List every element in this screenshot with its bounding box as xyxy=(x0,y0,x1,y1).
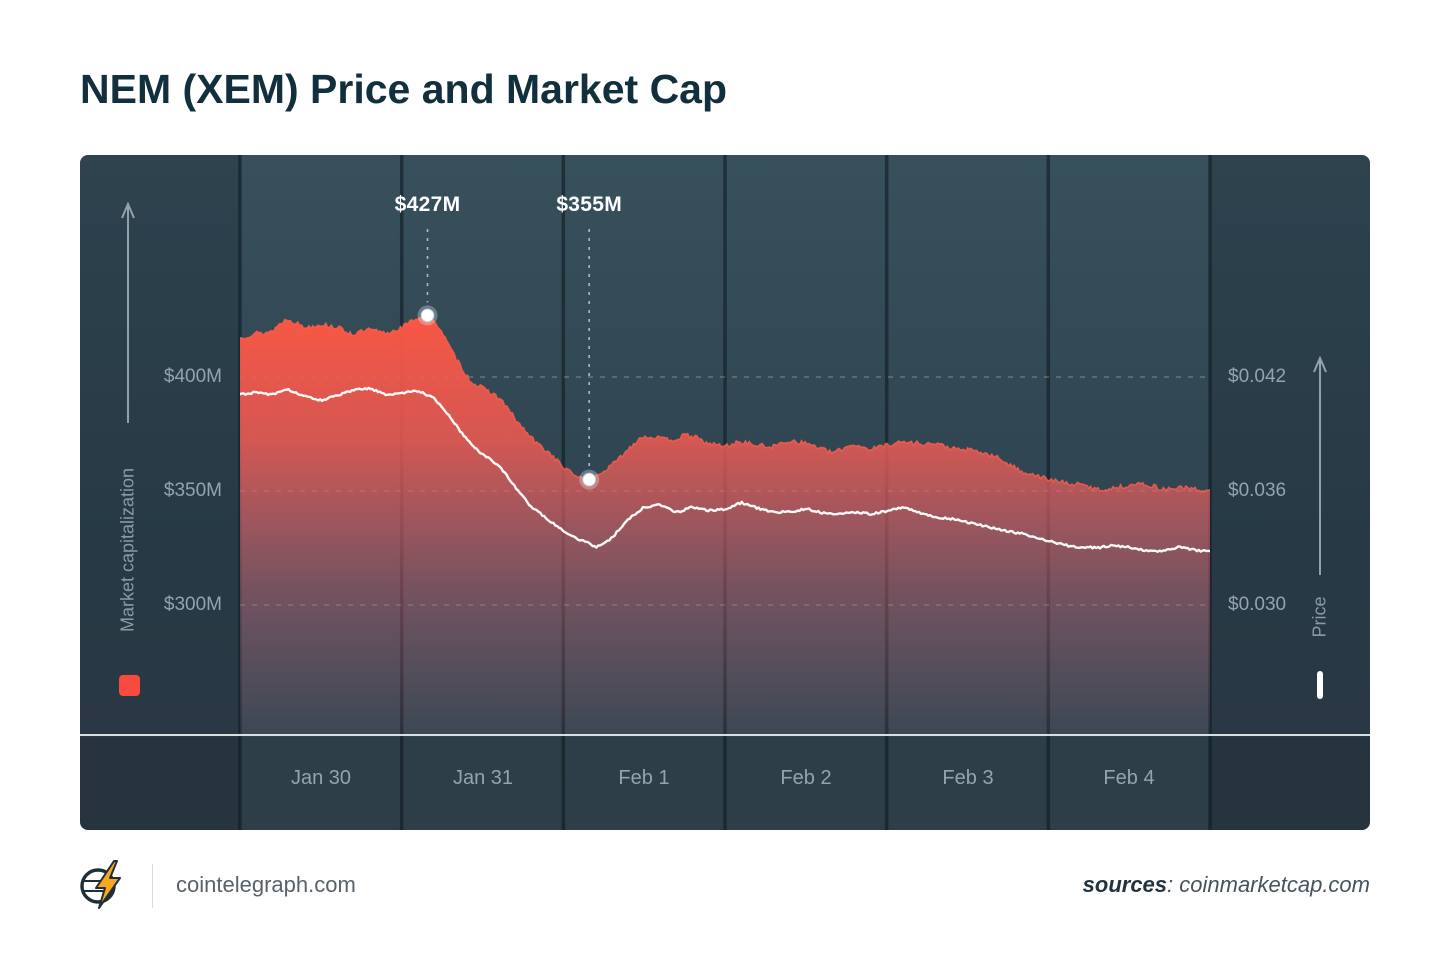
price-legend-swatch xyxy=(1317,671,1323,699)
cointelegraph-logo xyxy=(80,860,121,909)
x-axis-label: Feb 4 xyxy=(1103,767,1155,789)
annotation-label: $427M xyxy=(394,193,461,216)
left-axis-tick: $350M xyxy=(163,480,222,501)
right-axis-tick: $0.030 xyxy=(1228,594,1287,615)
x-axis-label: Jan 30 xyxy=(290,767,352,789)
right-axis-title: Price xyxy=(1309,596,1330,638)
x-axis-label: Jan 31 xyxy=(452,767,514,789)
chart-canvas xyxy=(80,155,1370,830)
sources-label: sources xyxy=(1082,872,1168,897)
page-title: NEM (XEM) Price and Market Cap xyxy=(80,66,728,112)
right-axis-tick: $0.042 xyxy=(1228,366,1287,387)
x-axis-label: Feb 3 xyxy=(942,767,994,789)
left-axis-tick: $400M xyxy=(163,366,222,387)
footer-divider xyxy=(152,864,153,908)
chart-panel: $400M $350M $300M $0.042 $0.036 $0.030 J… xyxy=(80,155,1370,830)
annotation-label: $355M xyxy=(556,193,623,216)
sources-credit: sources: coinmarketcap.com xyxy=(1083,872,1370,898)
left-axis-tick: $300M xyxy=(163,594,222,615)
marketcap-legend-swatch xyxy=(119,675,140,696)
site-name: cointelegraph.com xyxy=(176,872,356,897)
sources-value: : coinmarketcap.com xyxy=(1167,872,1370,897)
left-axis-title: Market capitalization xyxy=(117,467,138,633)
x-axis-label: Feb 1 xyxy=(618,767,670,789)
right-axis-tick: $0.036 xyxy=(1228,480,1287,501)
x-axis-label: Feb 2 xyxy=(780,767,832,789)
